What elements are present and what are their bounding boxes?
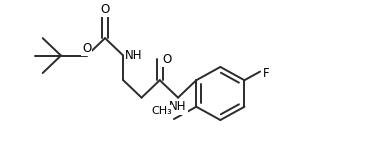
Text: NH: NH	[125, 49, 143, 62]
Text: O: O	[82, 42, 91, 55]
Text: NH: NH	[169, 101, 187, 113]
Text: F: F	[263, 67, 270, 80]
Text: CH₃: CH₃	[151, 106, 172, 116]
Text: O: O	[163, 53, 172, 66]
Text: O: O	[100, 3, 110, 16]
